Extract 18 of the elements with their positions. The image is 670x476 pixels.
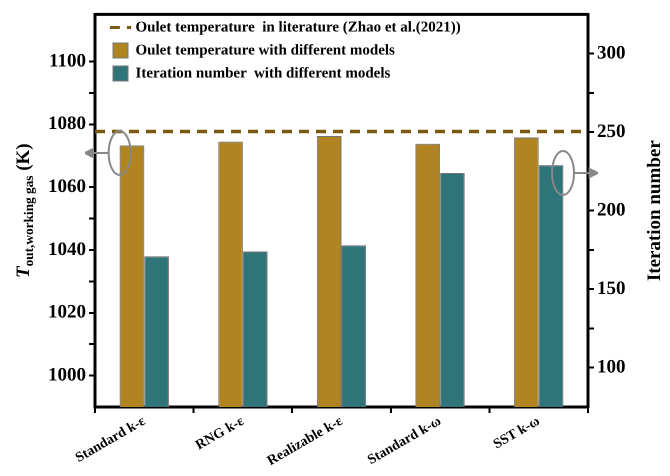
y2-tick-label: 100	[597, 356, 626, 378]
y2-axis-title: Iteration number	[644, 140, 665, 282]
legend-label: Oulet temperature in literature (Zhao et al.(2021))	[136, 19, 461, 36]
y2-tick-label: 250	[597, 121, 626, 142]
y2-tick-label: 300	[597, 42, 626, 64]
y-tick-label: 1000	[48, 364, 86, 386]
legend-label: Iteration number with different models	[136, 65, 391, 82]
y-tick-label: 1020	[48, 302, 86, 323]
y2-tick-label: 150	[597, 278, 626, 300]
y-axis-title: Tout,working gas (K)	[12, 143, 36, 278]
x-tick-label: RNG k-ε	[193, 414, 247, 454]
y-tick-label: 1100	[49, 50, 86, 72]
y-tick-label: 1080	[48, 113, 86, 134]
y-tick-label: 1060	[48, 176, 86, 198]
y-tick-label: 1040	[48, 238, 86, 260]
x-tick-label: SST k-ω	[490, 414, 543, 452]
y2-tick-label: 200	[597, 200, 626, 221]
legend-label: Oulet temperature with different models	[136, 42, 396, 58]
